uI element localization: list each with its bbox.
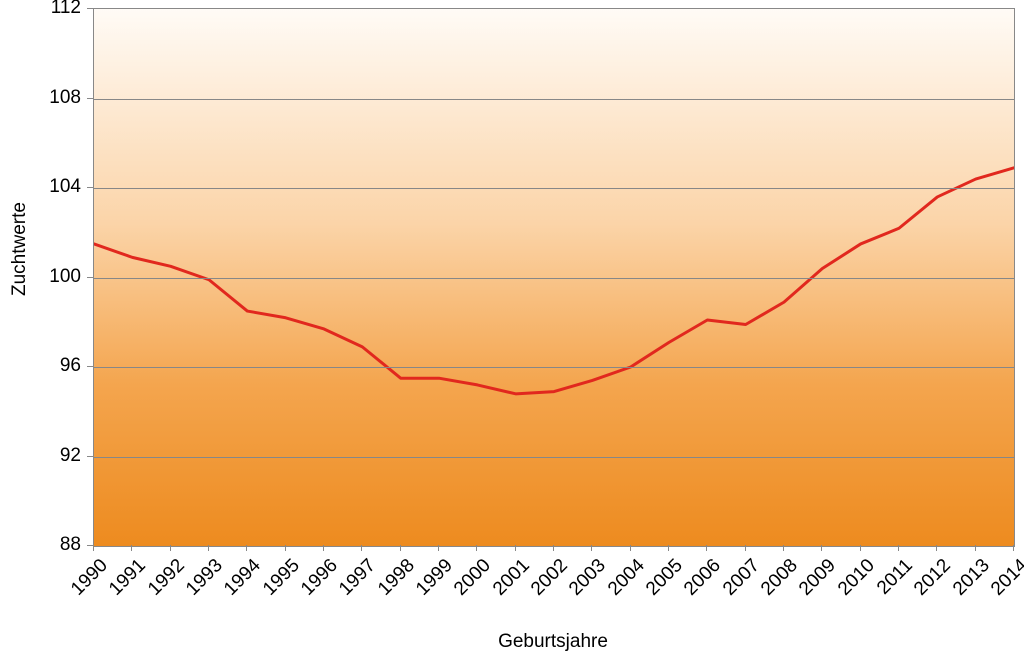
x-tick-label: 2005 bbox=[642, 555, 687, 600]
y-tick-mark bbox=[87, 187, 93, 188]
x-tick-label: 2000 bbox=[450, 555, 495, 600]
x-tick-mark bbox=[630, 545, 631, 551]
y-tick-label: 108 bbox=[0, 87, 81, 109]
x-tick-label: 2013 bbox=[949, 555, 994, 600]
x-tick-mark bbox=[783, 545, 784, 551]
x-tick-mark bbox=[745, 545, 746, 551]
x-tick-label: 2002 bbox=[527, 555, 572, 600]
x-tick-label: 2004 bbox=[604, 555, 649, 600]
x-tick-mark bbox=[936, 545, 937, 551]
x-tick-label: 1992 bbox=[144, 555, 189, 600]
x-tick-label: 2009 bbox=[795, 555, 840, 600]
x-tick-label: 1995 bbox=[259, 555, 304, 600]
x-tick-mark bbox=[93, 545, 94, 551]
x-tick-mark bbox=[1013, 545, 1014, 551]
y-tick-label: 100 bbox=[0, 266, 81, 288]
gridline bbox=[94, 457, 1014, 458]
gridline bbox=[94, 367, 1014, 368]
gridline bbox=[94, 188, 1014, 189]
x-tick-label: 1993 bbox=[182, 555, 227, 600]
x-tick-mark bbox=[208, 545, 209, 551]
x-tick-mark bbox=[170, 545, 171, 551]
x-tick-mark bbox=[476, 545, 477, 551]
y-tick-mark bbox=[87, 456, 93, 457]
x-tick-mark bbox=[515, 545, 516, 551]
x-tick-label: 1996 bbox=[297, 555, 342, 600]
x-tick-label: 1990 bbox=[67, 555, 112, 600]
y-tick-label: 92 bbox=[0, 445, 81, 467]
y-tick-mark bbox=[87, 277, 93, 278]
y-tick-mark bbox=[87, 366, 93, 367]
x-tick-label: 2014 bbox=[987, 555, 1024, 600]
x-axis-label: Geburtsjahre bbox=[473, 631, 633, 653]
x-tick-label: 2001 bbox=[489, 555, 534, 600]
x-tick-label: 2007 bbox=[719, 555, 764, 600]
x-tick-label: 1997 bbox=[335, 555, 380, 600]
x-tick-mark bbox=[361, 545, 362, 551]
y-tick-label: 96 bbox=[0, 355, 81, 377]
x-tick-mark bbox=[591, 545, 592, 551]
x-tick-label: 1994 bbox=[220, 555, 265, 600]
x-tick-label: 1999 bbox=[412, 555, 457, 600]
x-tick-mark bbox=[860, 545, 861, 551]
gridline bbox=[94, 278, 1014, 279]
x-tick-mark bbox=[438, 545, 439, 551]
x-tick-mark bbox=[553, 545, 554, 551]
x-tick-mark bbox=[285, 545, 286, 551]
x-tick-label: 2012 bbox=[910, 555, 955, 600]
x-tick-label: 2011 bbox=[873, 555, 917, 599]
x-tick-label: 2006 bbox=[680, 555, 725, 600]
x-tick-label: 1991 bbox=[105, 555, 150, 600]
y-tick-label: 88 bbox=[0, 534, 81, 556]
chart-container: Zuchtwerte Geburtsjahre 8892961001041081… bbox=[0, 0, 1024, 663]
x-tick-mark bbox=[898, 545, 899, 551]
y-tick-label: 112 bbox=[0, 0, 81, 19]
x-tick-mark bbox=[975, 545, 976, 551]
x-tick-label: 2010 bbox=[834, 555, 879, 600]
x-tick-mark bbox=[668, 545, 669, 551]
y-tick-label: 104 bbox=[0, 176, 81, 198]
x-tick-label: 1998 bbox=[374, 555, 419, 600]
x-tick-label: 2008 bbox=[757, 555, 802, 600]
x-tick-mark bbox=[246, 545, 247, 551]
series-line-zuchtwerte bbox=[94, 168, 1014, 394]
x-tick-label: 2003 bbox=[565, 555, 610, 600]
x-tick-mark bbox=[821, 545, 822, 551]
plot-area bbox=[93, 8, 1015, 547]
gridline bbox=[94, 99, 1014, 100]
x-tick-mark bbox=[400, 545, 401, 551]
x-tick-mark bbox=[131, 545, 132, 551]
x-tick-mark bbox=[323, 545, 324, 551]
y-tick-mark bbox=[87, 8, 93, 9]
y-tick-mark bbox=[87, 98, 93, 99]
x-tick-mark bbox=[706, 545, 707, 551]
